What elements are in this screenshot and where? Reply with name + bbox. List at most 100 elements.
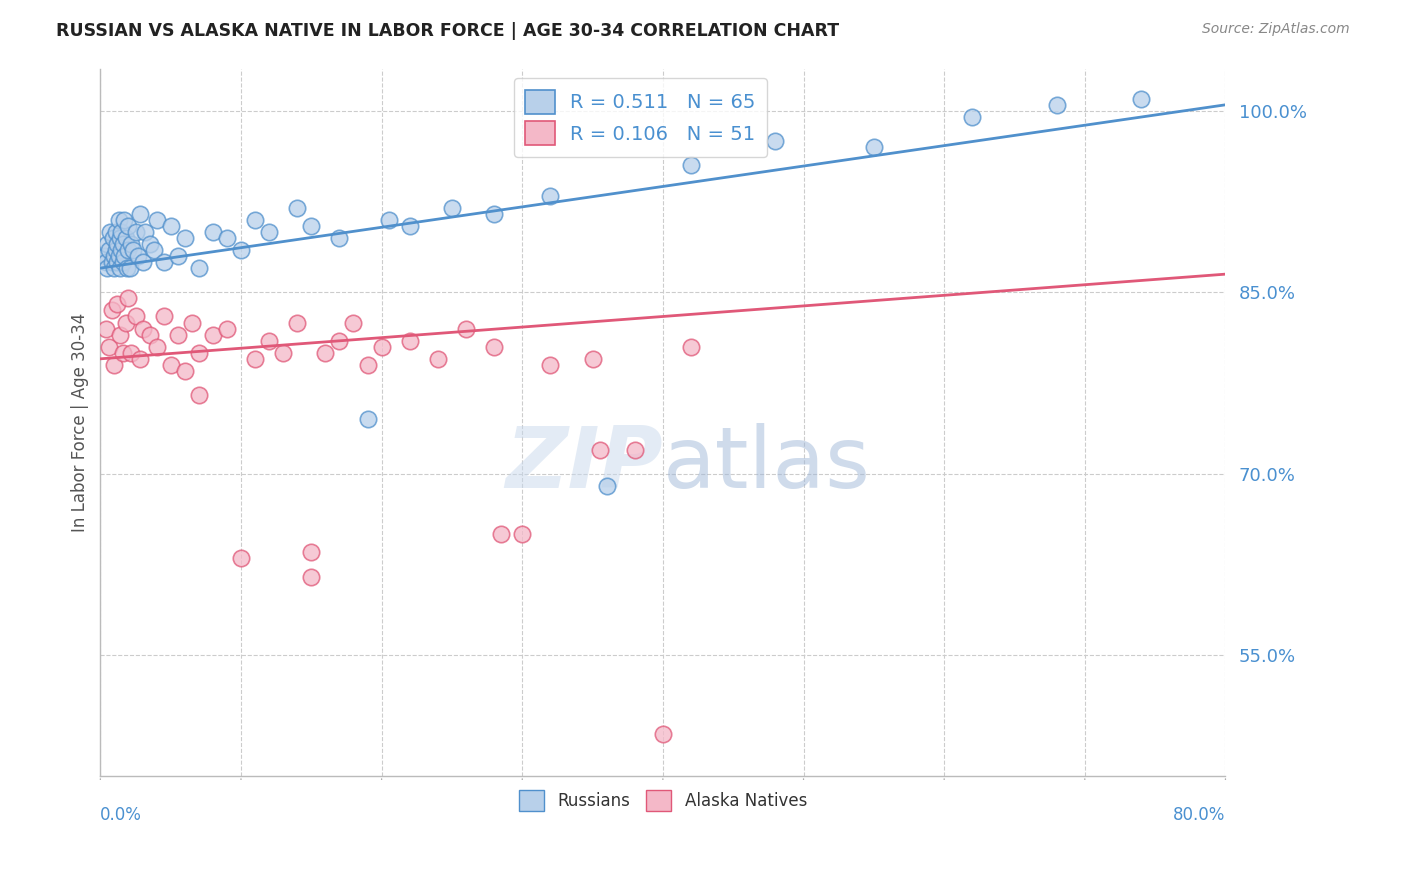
Point — [112, 249, 135, 263]
Point — [679, 158, 702, 172]
Point — [110, 243, 132, 257]
Point — [271, 345, 294, 359]
Point — [173, 364, 195, 378]
Point — [101, 231, 124, 245]
Point — [489, 527, 512, 541]
Point — [131, 321, 153, 335]
Point — [187, 345, 209, 359]
Point — [482, 340, 505, 354]
Point — [679, 340, 702, 354]
Y-axis label: In Labor Force | Age 30-34: In Labor Force | Age 30-34 — [72, 313, 89, 532]
Text: RUSSIAN VS ALASKA NATIVE IN LABOR FORCE | AGE 30-34 CORRELATION CHART: RUSSIAN VS ALASKA NATIVE IN LABOR FORCE … — [56, 22, 839, 40]
Point — [215, 321, 238, 335]
Point — [229, 551, 252, 566]
Point — [398, 219, 420, 233]
Point — [285, 201, 308, 215]
Point — [100, 303, 122, 318]
Point — [187, 388, 209, 402]
Point — [103, 358, 125, 372]
Point — [114, 316, 136, 330]
Point — [107, 212, 129, 227]
Point — [257, 225, 280, 239]
Point — [299, 569, 322, 583]
Point — [152, 310, 174, 324]
Point — [120, 345, 142, 359]
Point — [377, 212, 399, 227]
Point — [152, 255, 174, 269]
Point — [117, 243, 139, 257]
Point — [142, 243, 165, 257]
Point — [134, 225, 156, 239]
Point — [370, 340, 392, 354]
Point — [104, 225, 127, 239]
Point — [104, 243, 127, 257]
Point — [145, 340, 167, 354]
Point — [105, 255, 128, 269]
Point — [285, 316, 308, 330]
Point — [538, 358, 561, 372]
Point — [342, 316, 364, 330]
Point — [623, 442, 645, 457]
Point — [98, 225, 121, 239]
Point — [97, 243, 120, 257]
Point — [103, 249, 125, 263]
Point — [440, 201, 463, 215]
Point — [173, 231, 195, 245]
Point — [328, 334, 350, 348]
Point — [115, 261, 138, 276]
Point — [105, 236, 128, 251]
Point — [763, 134, 786, 148]
Point — [138, 327, 160, 342]
Point — [96, 261, 118, 276]
Point — [131, 255, 153, 269]
Text: atlas: atlas — [662, 424, 870, 507]
Point — [299, 219, 322, 233]
Text: Source: ZipAtlas.com: Source: ZipAtlas.com — [1202, 22, 1350, 37]
Point — [398, 334, 420, 348]
Point — [94, 255, 117, 269]
Point — [93, 249, 115, 263]
Point — [187, 261, 209, 276]
Point — [112, 212, 135, 227]
Point — [328, 231, 350, 245]
Point — [201, 225, 224, 239]
Point — [314, 345, 336, 359]
Point — [103, 261, 125, 276]
Point — [356, 358, 378, 372]
Point — [94, 321, 117, 335]
Point — [510, 527, 533, 541]
Point — [229, 243, 252, 257]
Point — [1046, 97, 1069, 112]
Point — [108, 231, 131, 245]
Point — [128, 207, 150, 221]
Point — [1130, 92, 1153, 106]
Point — [166, 249, 188, 263]
Legend: Russians, Alaska Natives: Russians, Alaska Natives — [512, 784, 814, 817]
Point — [108, 261, 131, 276]
Point — [426, 351, 449, 366]
Point — [96, 236, 118, 251]
Point — [962, 110, 984, 124]
Point — [243, 212, 266, 227]
Point — [124, 310, 146, 324]
Text: ZIP: ZIP — [505, 424, 662, 507]
Point — [595, 479, 617, 493]
Point — [117, 219, 139, 233]
Point — [257, 334, 280, 348]
Point — [180, 316, 202, 330]
Point — [128, 351, 150, 366]
Point — [581, 351, 603, 366]
Point — [107, 249, 129, 263]
Point — [215, 231, 238, 245]
Point — [201, 327, 224, 342]
Point — [538, 188, 561, 202]
Point — [110, 225, 132, 239]
Point — [114, 231, 136, 245]
Point — [159, 358, 181, 372]
Point — [97, 340, 120, 354]
Point — [121, 243, 143, 257]
Point — [482, 207, 505, 221]
Text: 80.0%: 80.0% — [1173, 806, 1226, 824]
Point — [100, 255, 122, 269]
Point — [299, 545, 322, 559]
